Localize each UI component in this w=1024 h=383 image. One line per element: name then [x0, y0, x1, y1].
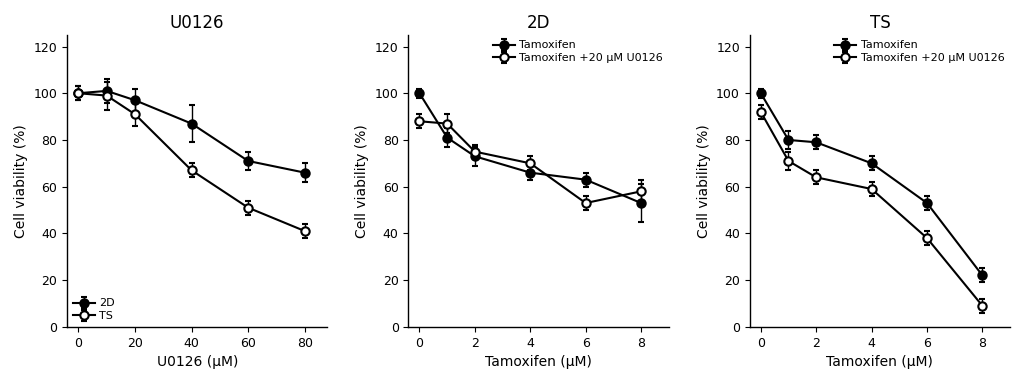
Legend: Tamoxifen, Tamoxifen +20 μM U0126: Tamoxifen, Tamoxifen +20 μM U0126	[490, 38, 666, 65]
X-axis label: Tamoxifen (μM): Tamoxifen (μM)	[826, 355, 933, 369]
Y-axis label: Cell viability (%): Cell viability (%)	[355, 124, 370, 238]
Title: U0126: U0126	[170, 14, 224, 32]
Title: 2D: 2D	[526, 14, 550, 32]
Legend: Tamoxifen, Tamoxifen +20 μM U0126: Tamoxifen, Tamoxifen +20 μM U0126	[831, 38, 1007, 65]
Legend: 2D, TS: 2D, TS	[71, 296, 117, 324]
Y-axis label: Cell viability (%): Cell viability (%)	[14, 124, 28, 238]
X-axis label: U0126 (μM): U0126 (μM)	[157, 355, 238, 369]
Title: TS: TS	[869, 14, 890, 32]
X-axis label: Tamoxifen (μM): Tamoxifen (μM)	[485, 355, 592, 369]
Y-axis label: Cell viability (%): Cell viability (%)	[696, 124, 711, 238]
